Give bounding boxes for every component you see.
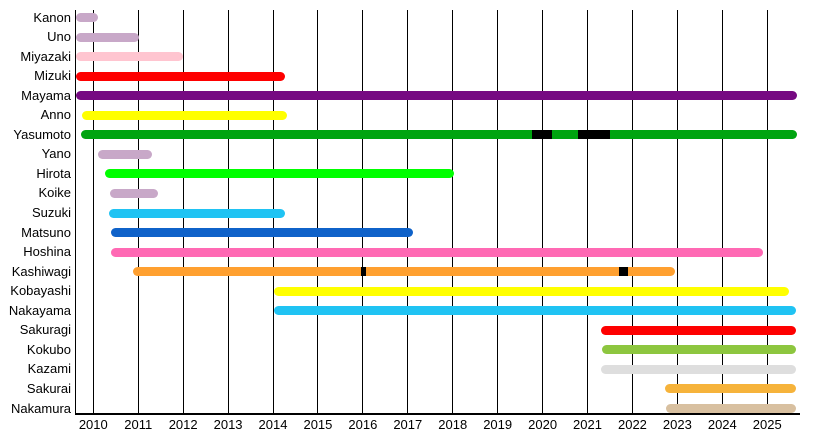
gridline-2025 [766, 10, 768, 414]
gridline-2016 [362, 10, 364, 414]
timeline-bar-mizuki [76, 71, 286, 81]
x-tick-label-2014: 2014 [258, 417, 288, 432]
timeline-bar-kobayashi [273, 286, 789, 296]
timeline-bar-yano [98, 149, 152, 159]
timeline-bar-anno [81, 110, 288, 120]
row-label-anno: Anno [40, 107, 71, 123]
x-tick-label-2024: 2024 [707, 417, 737, 432]
timeline-bar-nakayama [273, 306, 797, 316]
row-label-kokubo: Kokubo [26, 341, 71, 357]
x-tick-label-2015: 2015 [303, 417, 333, 432]
x-axis-line [75, 413, 800, 415]
timeline-bar-kokubo [601, 345, 797, 355]
y-axis-line [75, 10, 76, 414]
timeline-break-kashiwagi-2 [619, 267, 629, 277]
timeline-bar-hirota [104, 169, 455, 179]
timeline-bar-kazami [601, 364, 797, 374]
row-label-suzuki: Suzuki [31, 205, 71, 220]
gridline-2018 [452, 10, 454, 414]
x-tick-label-2022: 2022 [617, 417, 647, 432]
x-tick-label-2012: 2012 [168, 417, 198, 432]
timeline-bar-kashiwagi [133, 267, 676, 277]
x-tick-label-2019: 2019 [483, 417, 513, 432]
gridline-2019 [497, 10, 499, 414]
row-label-miyazaki: Miyazaki [20, 48, 71, 64]
x-tick-label-2020: 2020 [528, 417, 558, 432]
row-label-kanon: Kanon [33, 9, 71, 25]
gridline-2024 [721, 10, 723, 414]
x-tick-label-2021: 2021 [573, 417, 602, 432]
row-label-hirota: Hirota [36, 165, 71, 181]
row-label-nakayama: Nakayama [8, 302, 71, 318]
row-label-uno: Uno [47, 29, 71, 45]
row-label-kazami: Kazami [27, 361, 71, 377]
row-label-matsuno: Matsuno [21, 224, 71, 240]
timeline-bar-yasumoto [81, 130, 797, 140]
gridline-2020 [542, 10, 544, 414]
timeline-bar-sakurai [664, 384, 797, 394]
timeline-bar-uno [76, 32, 140, 42]
timeline-break-yasumoto-2 [578, 130, 610, 140]
gridline-2017 [407, 10, 409, 414]
x-tick-label-2025: 2025 [752, 417, 782, 432]
x-tick-label-2018: 2018 [438, 417, 468, 432]
timeline-bar-nakamura [666, 404, 797, 413]
row-label-sakuragi: Sakuragi [19, 322, 71, 338]
gridline-2021 [587, 10, 589, 414]
row-label-sakurai: Sakurai [26, 380, 71, 396]
row-label-mizuki: Mizuki [34, 68, 71, 84]
timeline-break-yasumoto-1 [531, 130, 552, 140]
x-tick-label-2017: 2017 [393, 417, 423, 432]
gridline-2015 [317, 10, 319, 414]
x-tick-label-2016: 2016 [348, 417, 378, 432]
row-label-yasumoto: Yasumoto [13, 126, 71, 142]
timeline-break-kashiwagi-1 [361, 267, 366, 277]
gridline-2023 [676, 10, 678, 414]
timeline-bar-koike [109, 188, 159, 198]
x-tick-label-2011: 2011 [124, 417, 153, 432]
gridline-2022 [631, 10, 633, 414]
timeline-bar-matsuno [110, 228, 413, 238]
row-label-hoshina: Hoshina [23, 244, 71, 260]
timeline-bar-hoshina [110, 247, 763, 257]
row-label-kashiwagi: Kashiwagi [11, 263, 71, 279]
x-tick-label-2010: 2010 [78, 417, 108, 432]
row-label-nakamura: Nakamura [11, 400, 71, 416]
x-tick-label-2013: 2013 [213, 417, 243, 432]
row-label-mayama: Mayama [21, 87, 71, 103]
timeline-bar-sakuragi [601, 325, 797, 335]
x-tick-label-2023: 2023 [662, 417, 692, 432]
timeline-bar-miyazaki [76, 52, 184, 62]
timeline-bar-mayama [76, 91, 797, 101]
row-label-yano: Yano [41, 146, 71, 162]
timeline-bar-suzuki [109, 208, 286, 218]
row-label-kobayashi: Kobayashi [10, 283, 71, 299]
timeline-bar-kanon [76, 13, 98, 22]
row-label-koike: Koike [38, 185, 71, 201]
gridline-2010 [92, 10, 94, 414]
